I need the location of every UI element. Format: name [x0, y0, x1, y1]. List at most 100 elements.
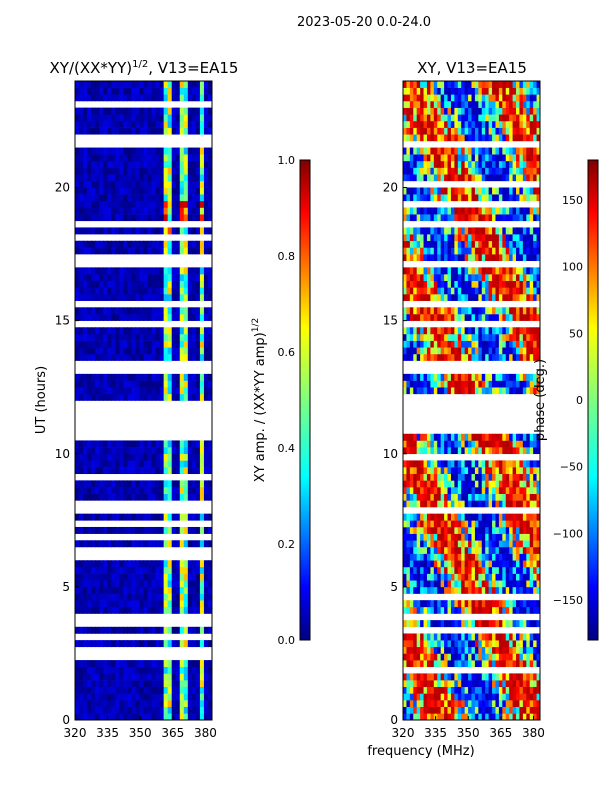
heatmap-cell — [111, 593, 116, 601]
heatmap-cell — [103, 673, 108, 681]
heatmap-cell — [430, 380, 435, 388]
heatmap-cell — [437, 247, 442, 255]
heatmap-cell — [403, 580, 408, 588]
heatmap-cell — [495, 194, 500, 202]
heatmap-cell — [498, 586, 503, 594]
heatmap-cell — [123, 167, 128, 175]
heatmap-cell — [488, 533, 493, 541]
heatmap-cell — [203, 87, 209, 95]
heatmap-cell — [83, 247, 88, 255]
heatmap-cell — [199, 120, 205, 128]
heatmap-cell — [505, 207, 510, 215]
heatmap-cell — [471, 447, 476, 455]
heatmap-cell — [529, 353, 534, 361]
heatmap-cell — [426, 646, 431, 654]
heatmap-cell — [207, 626, 212, 634]
heatmap-cell — [502, 447, 507, 455]
heatmap-cell — [79, 580, 84, 588]
heatmap-cell — [131, 440, 137, 448]
heatmap-cell — [461, 160, 466, 168]
heatmap-cell — [119, 327, 124, 335]
heatmap-cell — [79, 107, 84, 115]
heatmap-cell — [440, 473, 445, 481]
heatmap-cell — [430, 493, 435, 501]
heatmap-cell — [195, 493, 201, 501]
heatmap-cell — [533, 473, 538, 481]
heatmap-cell — [139, 247, 145, 255]
heatmap-cell — [516, 606, 521, 614]
heatmap-cell — [450, 673, 455, 681]
heatmap-cell — [147, 347, 153, 355]
heatmap-cell — [478, 207, 483, 215]
heatmap-cell — [450, 340, 455, 348]
heatmap-cell — [111, 160, 116, 168]
heatmap-cell — [478, 606, 483, 614]
heatmap-cell — [406, 546, 411, 554]
heatmap-cell — [131, 373, 137, 381]
heatmap-cell — [450, 274, 455, 281]
heatmap-cell — [111, 94, 116, 102]
heatmap-cell — [195, 560, 201, 568]
heatmap-cell — [87, 227, 92, 235]
figure-title: 2023-05-20 0.0-24.0 — [297, 15, 431, 30]
heatmap-cell — [131, 200, 137, 208]
heatmap-cell — [406, 520, 411, 528]
heatmap-cell — [505, 640, 510, 648]
heatmap-cell — [91, 207, 96, 215]
heatmap-cell — [426, 294, 431, 301]
heatmap-cell — [195, 160, 201, 168]
heatmap-cell — [87, 187, 92, 195]
heatmap-cell — [127, 167, 133, 175]
heatmap-cell — [127, 393, 133, 401]
heatmap-cell — [450, 433, 455, 441]
heatmap-cell — [139, 180, 145, 188]
heatmap-cell — [151, 120, 157, 128]
heatmap-cell — [474, 240, 479, 248]
heatmap-cell — [127, 247, 133, 255]
heatmap-cell — [413, 214, 418, 222]
heatmap-cell — [207, 200, 212, 208]
heatmap-cell — [450, 154, 455, 162]
heatmap-cell — [167, 187, 173, 195]
heatmap-cell — [426, 267, 431, 275]
heatmap-cell — [75, 274, 80, 281]
heatmap-cell — [468, 526, 473, 534]
heatmap-cell — [533, 620, 538, 628]
heatmap-cell — [163, 87, 169, 95]
heatmap-cell — [99, 81, 104, 88]
heatmap-cell — [123, 706, 128, 714]
heatmap-cell — [99, 274, 104, 281]
heatmap-cell — [420, 307, 425, 315]
heatmap-cell — [195, 240, 201, 248]
heatmap-cell — [115, 267, 120, 275]
heatmap-cell — [416, 174, 421, 182]
heatmap-cell — [526, 174, 531, 182]
heatmap-cell — [79, 606, 84, 614]
heatmap-cell — [522, 500, 527, 508]
heatmap-cell — [163, 114, 169, 122]
heatmap-cell — [495, 154, 500, 162]
heatmap-cell — [191, 120, 197, 128]
heatmap-cell — [79, 480, 84, 488]
heatmap-cell — [175, 693, 181, 701]
heatmap-cell — [147, 333, 153, 341]
heatmap-cell — [478, 240, 483, 248]
heatmap-cell — [199, 467, 205, 475]
heatmap-cell — [119, 540, 124, 548]
heatmap-cell — [450, 167, 455, 175]
heatmap-cell — [512, 546, 517, 554]
heatmap-cell — [516, 240, 521, 248]
heatmap-cell — [127, 540, 133, 548]
heatmap-cell — [533, 660, 538, 668]
heatmap-cell — [187, 87, 193, 95]
heatmap-cell — [195, 114, 201, 122]
heatmap-cell — [139, 440, 145, 448]
heatmap-cell — [183, 640, 189, 648]
heatmap-cell — [416, 606, 421, 614]
heatmap-cell — [420, 174, 425, 182]
heatmap-cell — [526, 327, 531, 335]
heatmap-cell — [533, 294, 538, 301]
heatmap-cell — [195, 440, 201, 448]
heatmap-cell — [502, 247, 507, 255]
heatmap-cell — [163, 487, 169, 494]
